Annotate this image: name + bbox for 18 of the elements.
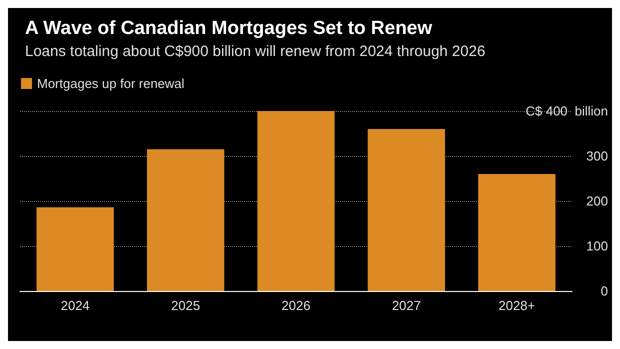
y-tick-label: 300 — [586, 148, 608, 164]
y-tick-label: 100 — [586, 238, 608, 254]
x-tick-label: 2027 — [392, 298, 421, 313]
x-tick-label: 2028+ — [498, 298, 536, 313]
x-tick-label: 2025 — [171, 298, 200, 313]
x-tick-label: 2024 — [60, 298, 90, 313]
legend-label: Mortgages up for renewal — [37, 76, 185, 91]
x-tick-label: 2026 — [282, 298, 310, 313]
bar — [36, 207, 114, 291]
bar — [257, 111, 335, 291]
bar — [146, 149, 224, 291]
chart-subtitle: Loans totaling about C$900 billion will renew from 2024 through 2026 — [25, 43, 486, 60]
y-tick-label: 0 — [600, 284, 608, 298]
bar — [478, 174, 556, 291]
bar — [368, 129, 446, 291]
chart-title: A Wave of Canadian Mortgages Set to Renew — [25, 18, 432, 39]
y-tick-label: 200 — [586, 194, 608, 208]
y-tick-label: C$ 400 billion — [526, 104, 608, 118]
